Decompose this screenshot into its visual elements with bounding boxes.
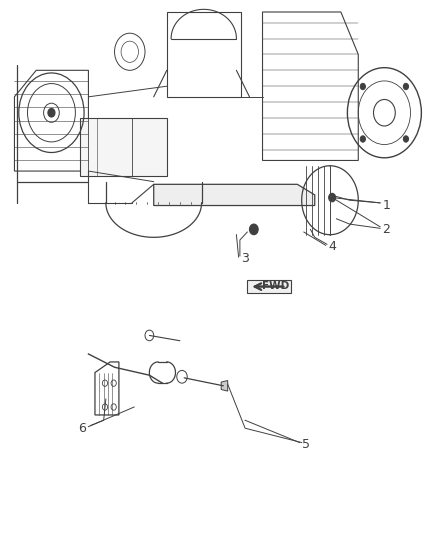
Circle shape bbox=[48, 109, 55, 117]
Circle shape bbox=[360, 136, 365, 142]
Circle shape bbox=[403, 136, 409, 142]
Text: 3: 3 bbox=[241, 252, 249, 265]
Circle shape bbox=[328, 193, 336, 202]
Text: 5: 5 bbox=[302, 438, 310, 450]
Text: FWD: FWD bbox=[262, 281, 289, 292]
Circle shape bbox=[250, 224, 258, 235]
Text: 2: 2 bbox=[383, 223, 391, 236]
Polygon shape bbox=[247, 280, 291, 293]
Polygon shape bbox=[80, 118, 167, 176]
Polygon shape bbox=[154, 184, 315, 206]
Circle shape bbox=[403, 83, 409, 90]
Polygon shape bbox=[221, 381, 228, 391]
Text: 4: 4 bbox=[328, 240, 336, 253]
Text: 6: 6 bbox=[78, 422, 86, 435]
Circle shape bbox=[360, 83, 365, 90]
Text: 1: 1 bbox=[383, 199, 391, 212]
